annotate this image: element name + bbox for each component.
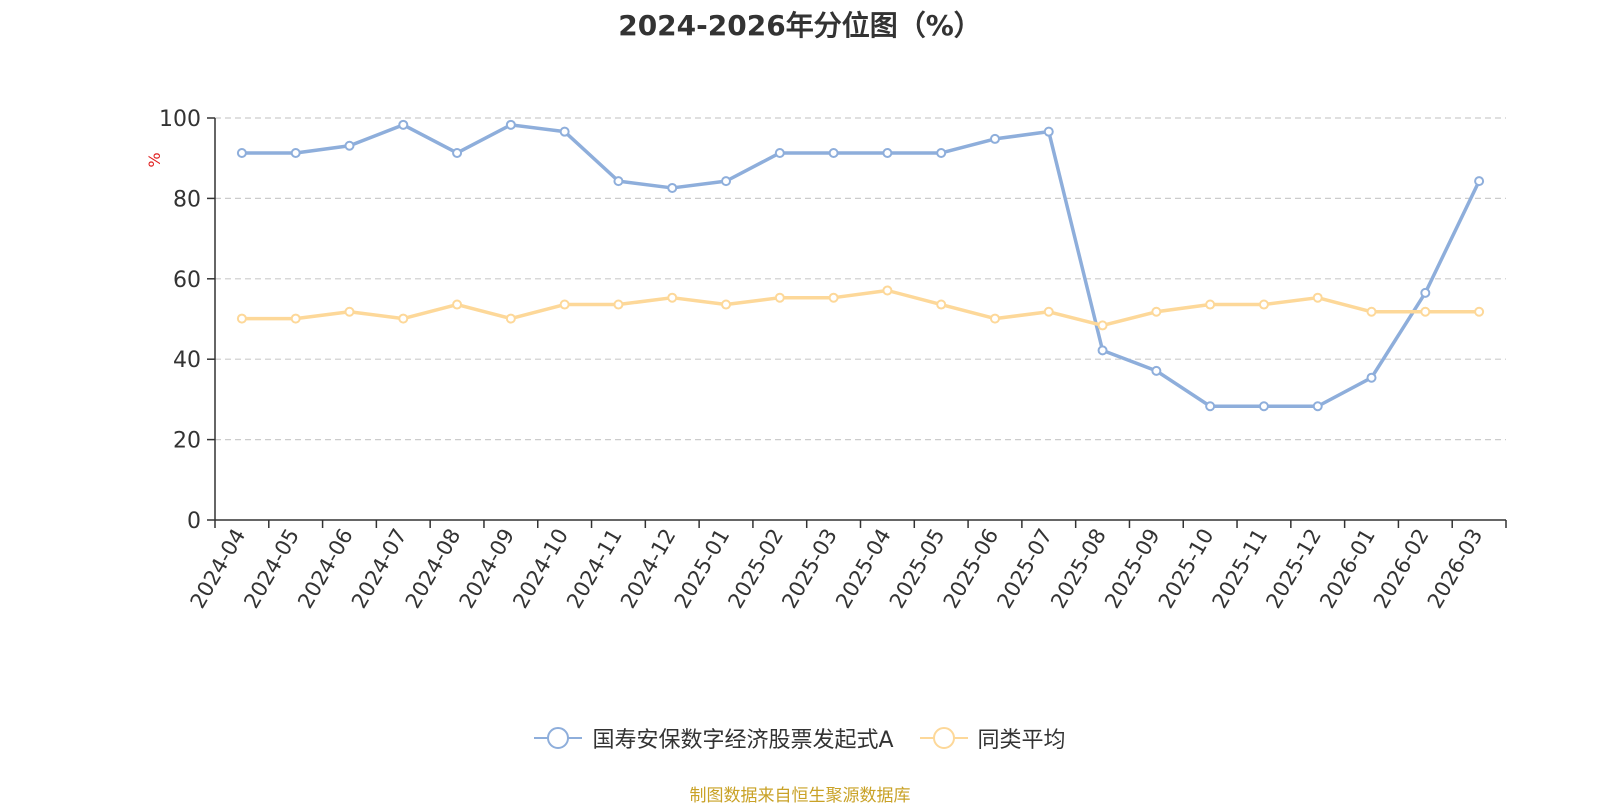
data-point <box>1366 372 1377 383</box>
data-point <box>989 133 1000 144</box>
data-point <box>828 292 839 303</box>
chart-title: 2024-2026年分位图（%） <box>618 9 982 42</box>
data-point <box>1097 345 1108 356</box>
data-point <box>236 147 247 158</box>
data-point <box>398 313 409 324</box>
legend: 国寿安保数字经济股票发起式A 同类平均 <box>0 722 1600 754</box>
legend-label-fund: 国寿安保数字经济股票发起式A <box>592 728 894 753</box>
data-point <box>1366 306 1377 317</box>
legend-marker-average <box>919 727 968 749</box>
y-tick-label: 40 <box>173 348 201 373</box>
data-point <box>667 292 678 303</box>
data-point <box>290 147 301 158</box>
data-point <box>1043 306 1054 317</box>
data-point <box>505 313 516 324</box>
data-point <box>1312 401 1323 412</box>
data-point <box>613 299 624 310</box>
data-point <box>398 119 409 130</box>
data-point <box>1258 299 1269 310</box>
y-axis-label: % <box>145 152 164 167</box>
data-point <box>452 147 463 158</box>
data-point <box>236 313 247 324</box>
data-point <box>721 299 732 310</box>
data-point <box>1043 126 1054 137</box>
data-point <box>774 147 785 158</box>
data-point <box>1474 176 1485 187</box>
data-point <box>1474 306 1485 317</box>
data-point <box>936 299 947 310</box>
legend-item-fund[interactable]: 国寿安保数字经济股票发起式A <box>534 722 894 754</box>
data-point <box>882 285 893 296</box>
series-line-0 <box>241 123 1481 408</box>
data-point <box>667 182 678 193</box>
data-point <box>936 147 947 158</box>
data-point <box>1312 292 1323 303</box>
data-point <box>290 313 301 324</box>
data-point <box>559 299 570 310</box>
data-point <box>1205 299 1216 310</box>
data-point <box>559 126 570 137</box>
y-tick-label: 100 <box>159 107 201 132</box>
y-tick-label: 0 <box>187 509 201 534</box>
data-point <box>452 299 463 310</box>
data-point <box>882 147 893 158</box>
y-tick-label: 60 <box>173 268 201 293</box>
data-point <box>344 140 355 151</box>
data-point <box>828 147 839 158</box>
data-point <box>989 313 1000 324</box>
legend-label-average: 同类平均 <box>977 728 1066 753</box>
y-tick-label: 20 <box>173 429 201 454</box>
data-point <box>1258 401 1269 412</box>
legend-marker-fund <box>534 727 583 749</box>
data-source-note: 制图数据来自恒生聚源数据库 <box>689 786 911 806</box>
data-point <box>721 176 732 187</box>
gridlines <box>215 117 1506 441</box>
data-point <box>1205 401 1216 412</box>
data-point <box>613 176 624 187</box>
data-point <box>1151 306 1162 317</box>
series-line-1 <box>241 288 1480 328</box>
data-point <box>505 119 516 130</box>
data-point <box>1420 306 1431 317</box>
y-tick-label: 80 <box>173 187 201 212</box>
legend-item-average[interactable]: 同类平均 <box>919 722 1066 754</box>
data-point <box>1420 287 1431 298</box>
data-point <box>344 306 355 317</box>
data-point <box>774 292 785 303</box>
series <box>236 119 1485 412</box>
data-point <box>1151 365 1162 376</box>
data-point <box>1097 320 1108 331</box>
